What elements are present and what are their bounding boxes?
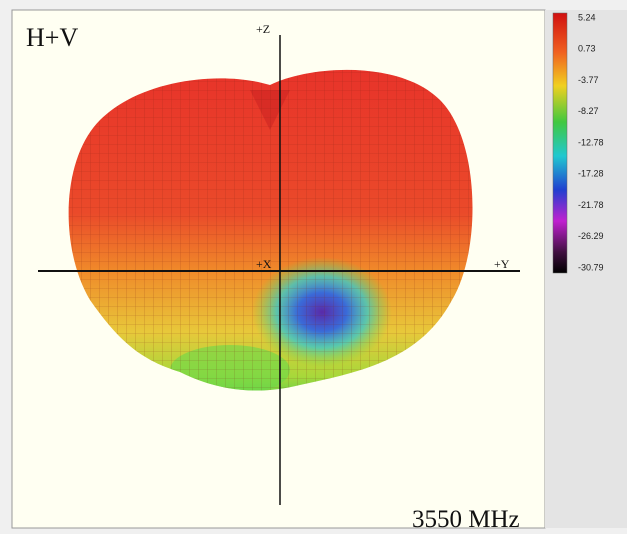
colorbar (553, 13, 567, 273)
colorbar-label: -26.29 (578, 231, 604, 241)
colorbar-label: -8.27 (578, 106, 599, 116)
colorbar-label: 5.24 (578, 12, 596, 22)
z-axis-label: +Z (256, 22, 270, 36)
colorbar-label: -17.28 (578, 169, 604, 179)
colorbar-label: 0.73 (578, 44, 596, 54)
colorbar-label: -3.77 (578, 75, 599, 85)
radiation-pattern-view: H+V +Z +X +Y 3550 MHz 5.24 0.73 -3.77 -8.27… (0, 0, 627, 534)
colorbar-label: -30.79 (578, 262, 604, 272)
colorbar-label: -21.78 (578, 200, 604, 210)
y-axis-label: +Y (494, 257, 510, 271)
frequency-label: 3550 MHz (412, 506, 520, 533)
x-axis-label: +X (256, 257, 272, 271)
title: H+V (26, 23, 78, 52)
colorbar-label: -12.78 (578, 137, 604, 147)
